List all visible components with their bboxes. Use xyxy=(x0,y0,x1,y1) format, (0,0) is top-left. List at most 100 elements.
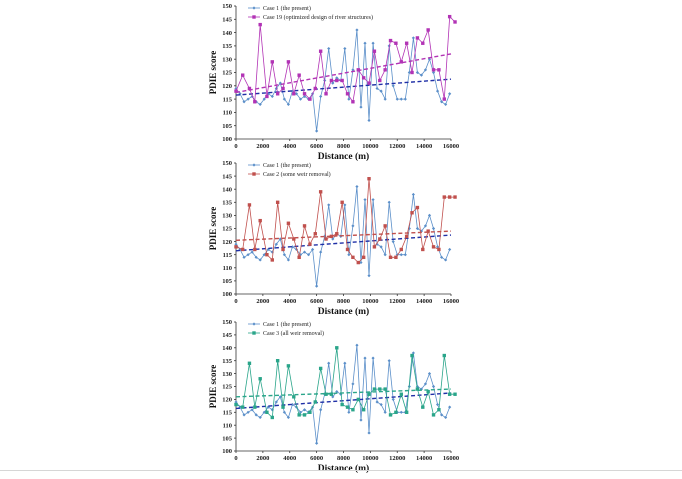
data-point xyxy=(375,86,379,91)
data-point xyxy=(415,387,420,391)
data-point xyxy=(302,92,307,96)
data-point xyxy=(265,94,269,99)
trend-line xyxy=(235,230,452,241)
data-point xyxy=(335,76,339,80)
series-1: Case 1 (the present) xyxy=(234,321,452,445)
data-point xyxy=(372,245,377,249)
x-tick-label: 14000 xyxy=(416,455,432,462)
y-tick-label: 150 xyxy=(222,160,232,167)
trend-line xyxy=(235,392,452,410)
data-point xyxy=(308,242,312,246)
x-tick-label: 10000 xyxy=(362,455,378,462)
data-point xyxy=(286,364,291,368)
data-point xyxy=(347,410,351,414)
data-point xyxy=(431,68,436,72)
x-axis-title: Distance (m) xyxy=(318,463,369,474)
data-point xyxy=(302,408,307,412)
data-point xyxy=(298,410,303,414)
data-point xyxy=(453,392,457,396)
data-point xyxy=(329,78,334,83)
y-tick-label: 105 xyxy=(222,435,233,442)
data-point xyxy=(399,392,403,396)
legend-swatch-marker xyxy=(252,6,256,10)
data-point xyxy=(351,408,355,412)
y-tick-label: 130 xyxy=(222,56,232,63)
data-point xyxy=(427,372,432,376)
data-point xyxy=(319,94,323,99)
data-point xyxy=(372,387,377,391)
data-point xyxy=(250,408,254,412)
data-point xyxy=(286,415,291,420)
x-tick-label: 6000 xyxy=(310,298,323,305)
data-point xyxy=(411,192,415,197)
data-point xyxy=(242,413,246,417)
data-point xyxy=(335,346,339,350)
data-point xyxy=(439,100,444,104)
data-point xyxy=(315,441,319,445)
data-point xyxy=(281,247,285,252)
data-point xyxy=(359,105,363,109)
chart-panel-2: 100 105 110 115 120 125 130 135 140 145 150 0 2000 40… xyxy=(208,160,459,317)
data-point xyxy=(329,392,334,396)
x-tick-label: 16000 xyxy=(443,455,459,462)
data-point xyxy=(347,253,351,257)
data-point xyxy=(343,361,347,365)
chart-panel-1: 100 105 110 115 120 125 130 135 140 145 150 0 2000 40… xyxy=(208,3,459,162)
data-point xyxy=(435,402,440,407)
data-point xyxy=(394,255,398,260)
data-point xyxy=(313,86,317,91)
data-point xyxy=(281,405,285,409)
data-point xyxy=(378,78,382,83)
data-point xyxy=(410,353,414,358)
data-point xyxy=(340,78,344,83)
x-tick-label: 8000 xyxy=(337,298,350,305)
data-point xyxy=(262,410,266,414)
data-point xyxy=(442,195,446,199)
data-point xyxy=(415,36,420,40)
data-point xyxy=(286,258,291,262)
data-point xyxy=(387,200,391,204)
data-point xyxy=(241,405,245,409)
data-point xyxy=(286,60,291,64)
data-point xyxy=(355,343,359,347)
data-point xyxy=(282,410,286,414)
y-tick-label: 110 xyxy=(223,422,232,429)
y-tick-label: 125 xyxy=(222,70,233,77)
legend-label: Case 2 (some weir removal) xyxy=(263,171,331,178)
x-tick-label: 6000 xyxy=(310,143,323,150)
data-point xyxy=(297,255,301,260)
y-tick-label: 135 xyxy=(222,200,233,207)
data-point xyxy=(335,390,339,394)
y-tick-label: 105 xyxy=(222,123,233,130)
data-point xyxy=(437,408,441,412)
data-point xyxy=(431,245,436,249)
data-point xyxy=(426,229,430,233)
data-point xyxy=(331,395,335,399)
data-point xyxy=(327,361,331,365)
data-point xyxy=(427,213,432,217)
data-point xyxy=(415,70,420,75)
y-axis-title: PDIE score xyxy=(208,51,218,95)
data-point xyxy=(361,76,366,80)
data-point xyxy=(394,41,398,45)
y-tick-label: 145 xyxy=(222,173,233,180)
data-point xyxy=(404,410,409,414)
data-point xyxy=(383,97,387,101)
data-point xyxy=(254,255,258,259)
data-point xyxy=(310,247,315,252)
y-tick-label: 130 xyxy=(222,213,232,220)
data-point xyxy=(378,237,382,241)
data-point xyxy=(351,255,355,260)
chart-panel-3: 100 105 110 115 120 125 130 135 140 145 150 0 2000 40… xyxy=(208,319,459,474)
data-point xyxy=(383,68,387,72)
data-point xyxy=(415,226,420,231)
data-point xyxy=(331,237,335,241)
series-1: Case 1 (the present) xyxy=(234,5,452,133)
data-point xyxy=(399,410,403,414)
y-tick-label: 120 xyxy=(222,397,232,404)
legend-label: Case 19 (optimized design of river struc… xyxy=(263,14,373,21)
data-point xyxy=(302,94,307,99)
data-point xyxy=(437,68,441,72)
data-point xyxy=(275,200,280,204)
